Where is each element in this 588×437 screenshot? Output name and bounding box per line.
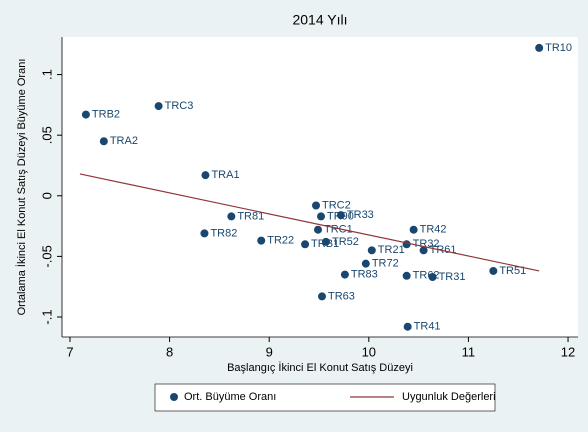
x-tick-label: 7 (66, 344, 73, 359)
point (428, 273, 437, 281)
point (403, 322, 412, 331)
point-label: TRA2 (110, 135, 138, 147)
point (419, 246, 428, 255)
point (99, 137, 108, 146)
plot-area (62, 37, 578, 337)
point (200, 229, 209, 238)
y-tick-label: 0 (39, 192, 54, 199)
point (227, 212, 236, 221)
x-tick-label: 11 (462, 344, 476, 359)
point (336, 211, 345, 220)
y-tick-label: -.05 (39, 245, 54, 267)
legend-swatch (170, 393, 178, 401)
point-label: TR81 (237, 210, 264, 222)
x-tick-label: 8 (166, 344, 173, 359)
point-label: TR72 (372, 258, 399, 270)
legend-label: Uygunluk Değerleri (402, 391, 496, 403)
point (201, 171, 210, 180)
point (312, 201, 321, 210)
point-label: TR33 (347, 209, 374, 221)
point-label: TR31 (439, 271, 466, 283)
point-label: TR83 (351, 268, 378, 280)
legend (154, 383, 496, 412)
point (402, 271, 411, 280)
x-tick-label: 9 (266, 344, 273, 359)
point-label: TRA1 (211, 169, 239, 181)
point-label: TR10 (545, 42, 572, 54)
y-tick-label: .1 (39, 69, 54, 80)
chart-title: 2014 Yılı (292, 12, 347, 28)
point-label: TRC3 (165, 100, 194, 112)
point-label: TR42 (420, 224, 447, 236)
point-label: TRC2 (322, 199, 351, 211)
point (489, 266, 498, 275)
point (340, 270, 349, 279)
point-label: TR22 (267, 235, 294, 247)
point (314, 225, 323, 234)
y-tick-label: -.1 (39, 309, 54, 324)
point-label: TR82 (210, 227, 237, 239)
point-label: TRB2 (92, 108, 120, 120)
x-tick-label: 10 (362, 344, 376, 359)
point-label: TRC1 (324, 224, 353, 236)
point-label: TR51 (499, 265, 526, 277)
point-label: TR41 (414, 321, 441, 333)
point (321, 237, 330, 246)
x-axis-label: Başlangıç İkinci El Konut Satış Düzeyi (227, 361, 413, 374)
point (316, 212, 325, 221)
y-tick-label: .05 (39, 126, 54, 144)
point (535, 43, 544, 52)
point-label: TR21 (378, 244, 405, 256)
point-label: TR52 (332, 236, 359, 248)
point (409, 225, 418, 234)
x-tick-label: 12 (561, 344, 575, 359)
point (81, 110, 90, 119)
point (154, 102, 163, 111)
point (361, 259, 370, 268)
point-label: TR63 (328, 290, 355, 302)
point (257, 236, 266, 245)
fit-line (79, 173, 540, 272)
point-label: TR32 (413, 238, 440, 250)
point (367, 246, 376, 255)
point (317, 292, 326, 301)
point (301, 240, 310, 249)
y-axis-label: Ortalama İkinci El Konut Satış Düzeyi Bü… (15, 59, 28, 316)
legend-label: Ort. Büyüme Oranı (184, 391, 276, 403)
